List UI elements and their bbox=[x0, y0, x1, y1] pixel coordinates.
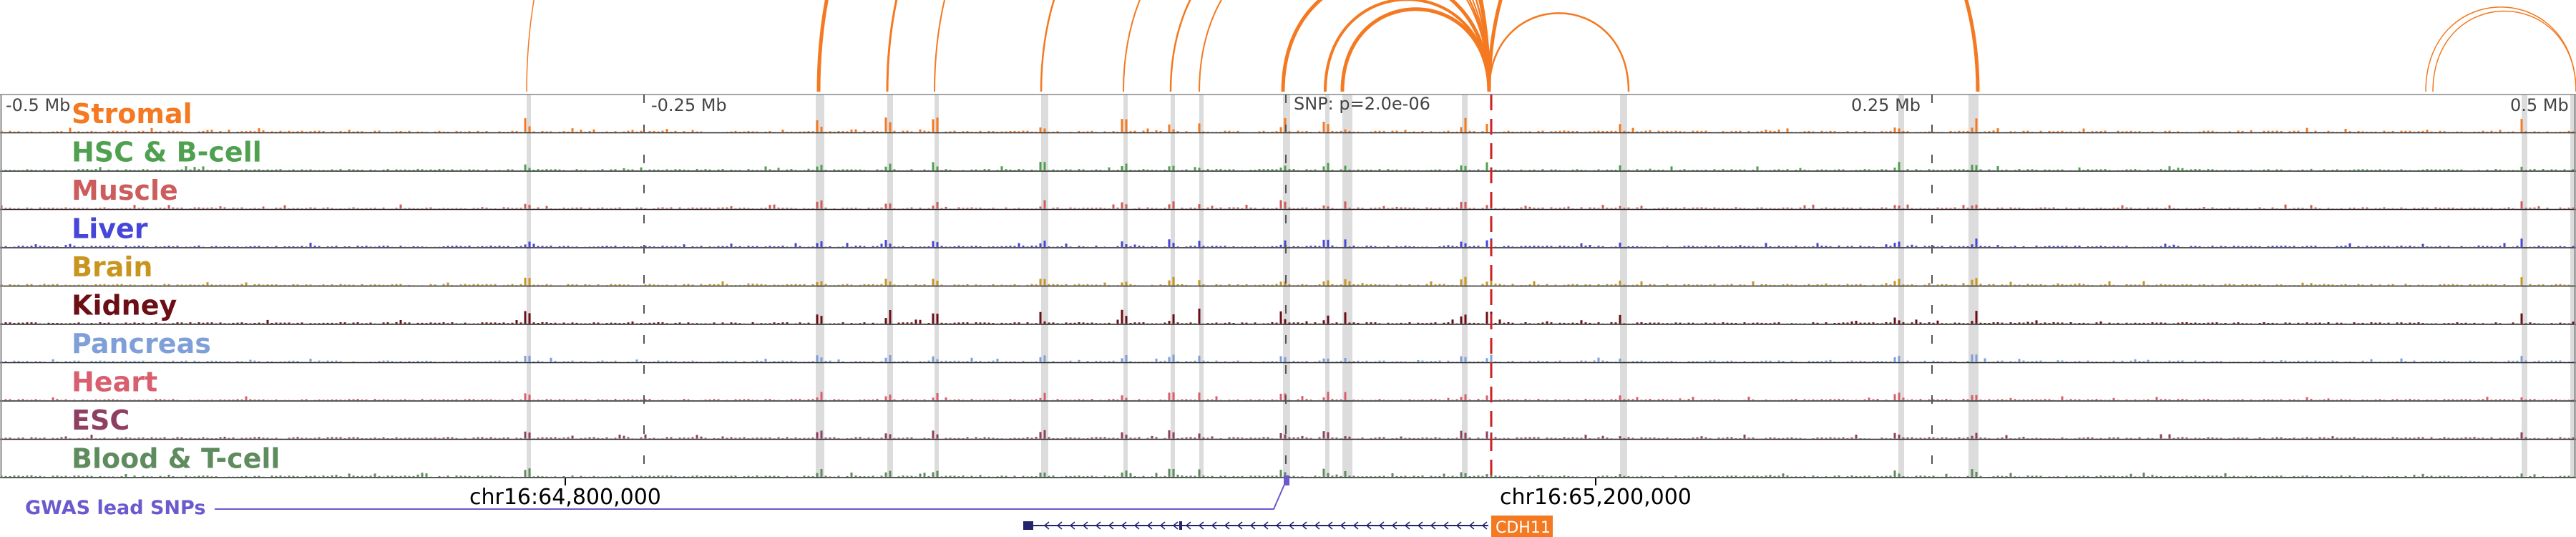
loop-arc bbox=[1340, 7, 1491, 92]
track-label: Stromal bbox=[72, 98, 192, 130]
gene-label-badge[interactable] bbox=[1491, 516, 1553, 537]
track-row: Pancreas bbox=[0, 328, 2576, 364]
gwas-snp-marker[interactable] bbox=[1284, 475, 1289, 485]
track-row: Heart bbox=[0, 367, 2576, 402]
axis-tick-label: -0.25 Mb bbox=[651, 95, 727, 115]
genomic-distance-axis: -0.5 Mb -0.25 Mb 0.25 Mb 0.5 Mb SNP: p=2… bbox=[0, 94, 2576, 478]
axis-tick-label: 0.25 Mb bbox=[1851, 95, 1921, 115]
gene-exon bbox=[1023, 521, 1033, 530]
track-row: Stromal bbox=[0, 98, 2576, 134]
coordinate-ruler: chr16:64,800,000 chr16:65,200,000 bbox=[469, 478, 1692, 510]
coordinate-label: chr16:64,800,000 bbox=[469, 485, 661, 510]
gwas-track: GWAS lead SNPs bbox=[25, 475, 1289, 519]
track-label: Muscle bbox=[72, 175, 178, 206]
loop-arc bbox=[1281, 0, 1491, 92]
loop-arc bbox=[1199, 0, 1490, 92]
snp-pvalue-label: SNP: p=2.0e-06 bbox=[1294, 94, 1430, 114]
track-label: Liver bbox=[72, 213, 148, 245]
gene-strand-arrows bbox=[1043, 521, 1488, 530]
chromatin-loop-arcs bbox=[526, 0, 2576, 92]
gwas-track-label: GWAS lead SNPs bbox=[25, 497, 205, 519]
gene-name-label[interactable]: CDH11 bbox=[1496, 519, 1551, 537]
track-label: Blood & T-cell bbox=[72, 443, 280, 475]
track-label: Kidney bbox=[72, 290, 177, 321]
signal-tracks: Stromal HSC & B-cell Muscle Liver Brain Kidne… bbox=[0, 98, 2576, 478]
loop-arc bbox=[1488, 12, 1630, 92]
track-row: Liver bbox=[0, 213, 2576, 248]
track-label: Heart bbox=[72, 367, 157, 398]
loop-arc bbox=[1040, 0, 1491, 92]
track-label: ESC bbox=[72, 405, 130, 436]
gwas-connector bbox=[215, 480, 1287, 510]
coordinate-label: chr16:65,200,000 bbox=[1500, 485, 1692, 510]
track-row: ESC bbox=[0, 405, 2576, 440]
loop-arc bbox=[934, 0, 1490, 92]
axis-tick-label: -0.5 Mb bbox=[6, 95, 70, 115]
loop-arc bbox=[886, 0, 1491, 92]
loop-arc bbox=[1169, 0, 1491, 92]
gene-exon bbox=[1179, 521, 1182, 530]
track-row: Brain bbox=[0, 251, 2576, 287]
track-label: Brain bbox=[72, 251, 152, 283]
loop-arc bbox=[2432, 10, 2576, 92]
loop-arc bbox=[2425, 6, 2576, 92]
track-label: HSC & B-cell bbox=[72, 137, 262, 168]
track-label: Pancreas bbox=[72, 328, 211, 359]
gene-track: CDH11 bbox=[1023, 516, 1553, 537]
axis-tick-label: 0.5 Mb bbox=[2510, 95, 2569, 115]
